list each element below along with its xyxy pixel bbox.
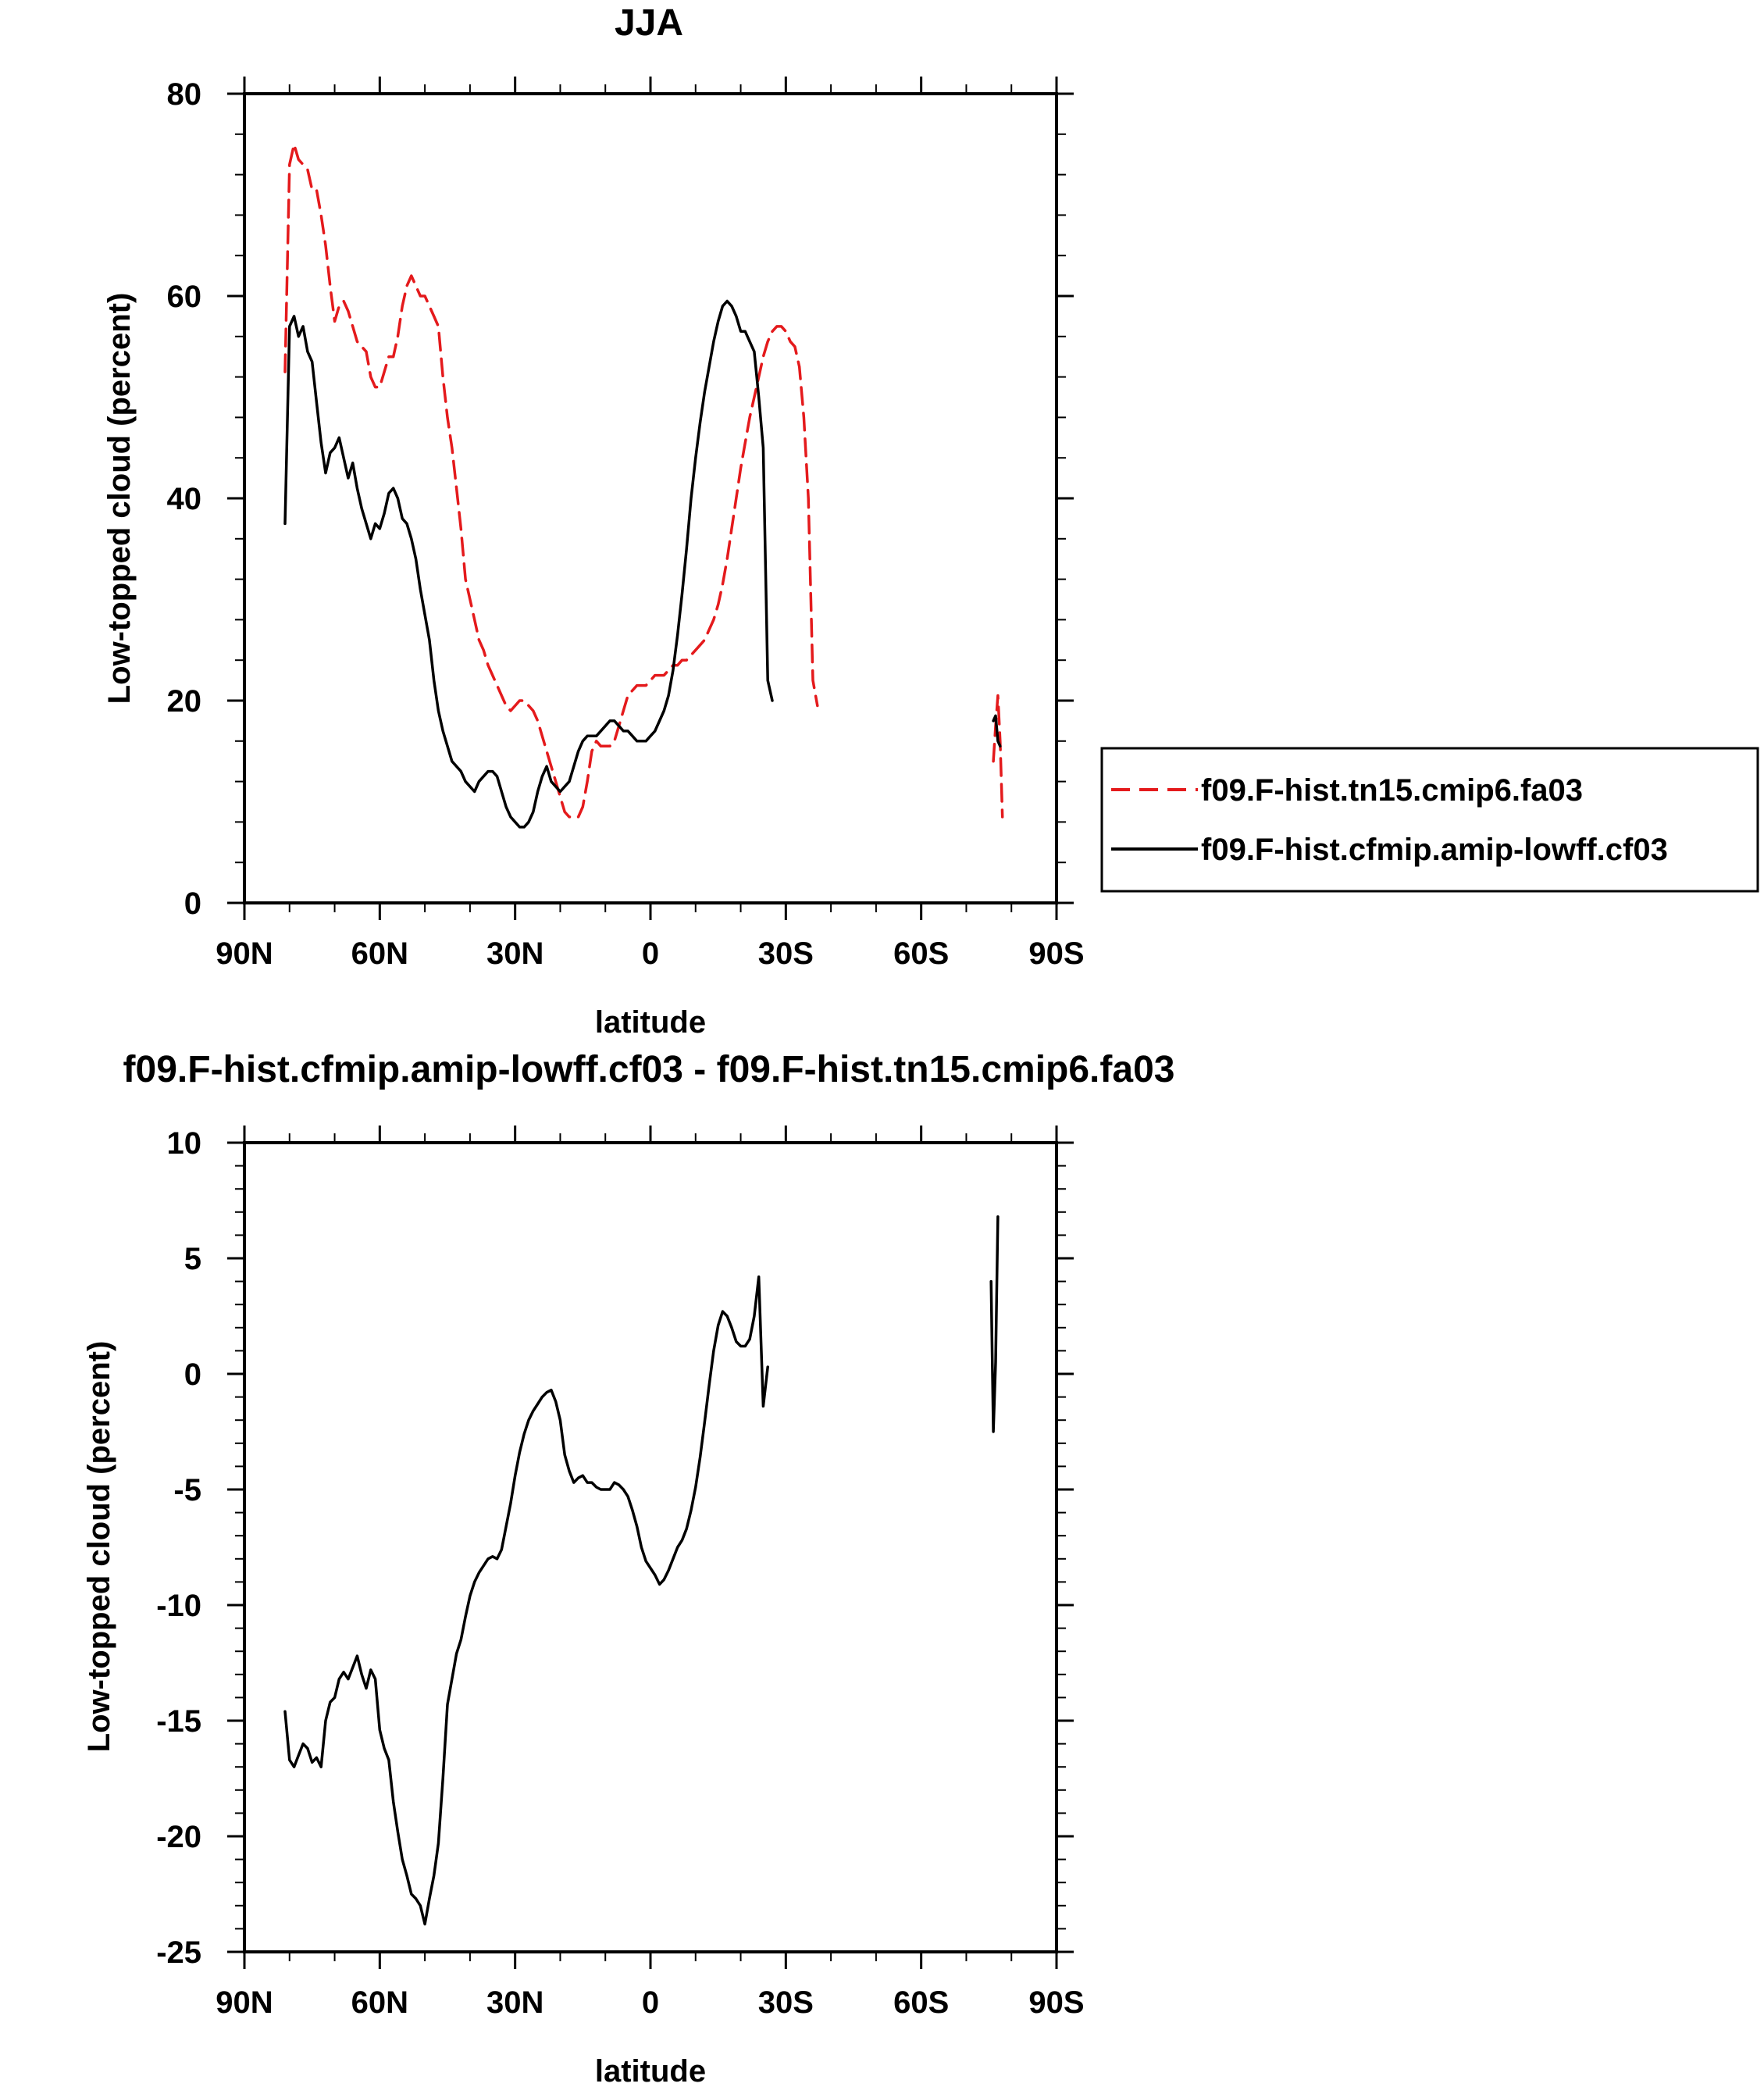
- legend: f09.F-hist.tn15.cmip6.fa03 f09.F-hist.cf…: [1100, 747, 1759, 893]
- bottom-y-tick-label: -20: [156, 1820, 201, 1854]
- bottom-x-tick-label: 60S: [893, 1985, 949, 2020]
- bottom-series-line-0: [283, 1275, 769, 1926]
- bottom-x-axis-label: latitude: [595, 2054, 706, 2087]
- top-y-tick-label: 80: [167, 77, 202, 112]
- bottom-y-tick-label: 10: [167, 1126, 202, 1161]
- bottom-series-lines: [283, 1215, 1000, 1926]
- top-series-lines: [283, 143, 1004, 829]
- top-plot-frame: [243, 92, 1058, 904]
- top-y-tick-label: 20: [167, 684, 202, 719]
- top-y-tick-label: 0: [184, 887, 201, 921]
- bottom-y-axis-label: Low-topped cloud (percent): [82, 1341, 116, 1753]
- bottom-x-tick-label: 0: [642, 1985, 659, 2020]
- bottom-x-tick-label: 30N: [486, 1985, 543, 2020]
- top-axis-ticks: [227, 77, 1074, 920]
- bottom-x-tick-label: 30S: [758, 1985, 814, 2020]
- top-y-tick-label: 40: [167, 482, 202, 516]
- bottom-y-tick-label: 5: [184, 1242, 201, 1276]
- legend-box: [1100, 747, 1759, 893]
- top-x-tick-label: 90S: [1028, 936, 1084, 971]
- top-tick-labels: 90N 60N 30N 0 30S 60S 90S 0 20 40 60 80: [167, 77, 1085, 971]
- bottom-y-tick-label: -10: [156, 1589, 201, 1623]
- bottom-y-tick-label: -25: [156, 1935, 201, 1970]
- bottom-panel: f09.F-hist.cfmip.amip-lowff.cf03 - f09.F…: [82, 1049, 1174, 2087]
- bottom-chart-title: f09.F-hist.cfmip.amip-lowff.cf03 - f09.F…: [123, 1049, 1175, 1090]
- top-x-tick-label: 30N: [486, 936, 543, 971]
- bottom-axis-ticks: [227, 1126, 1074, 1969]
- top-panel: JJA 90N 60N 30N 0 30S 60S 90S 0 20 40 60 80 latitud…: [102, 2, 1085, 1040]
- top-x-tick-label: 0: [642, 936, 659, 971]
- top-series-line-1: [992, 714, 1002, 748]
- bottom-series-line-0: [989, 1215, 1000, 1433]
- top-series-line-0: [283, 143, 819, 819]
- bottom-plot-frame: [243, 1141, 1058, 1953]
- bottom-y-tick-label: -15: [156, 1704, 201, 1739]
- top-x-tick-label: 30S: [758, 936, 814, 971]
- top-x-tick-label: 90N: [216, 936, 273, 971]
- top-series-line-0: [992, 694, 1004, 819]
- legend-label-tn15: f09.F-hist.tn15.cmip6.fa03: [1201, 773, 1583, 808]
- bottom-x-tick-label: 90N: [216, 1985, 273, 2020]
- top-y-axis-label: Low-topped cloud (percent): [102, 293, 137, 705]
- bottom-y-tick-label: 0: [184, 1357, 201, 1392]
- legend-label-cfmip: f09.F-hist.cfmip.amip-lowff.cf03: [1201, 833, 1668, 867]
- bottom-x-tick-label: 60N: [351, 1985, 408, 2020]
- top-series-line-1: [283, 299, 774, 829]
- top-chart-title: JJA: [615, 2, 683, 44]
- top-x-tick-label: 60N: [351, 936, 408, 971]
- top-y-tick-label: 60: [167, 280, 202, 314]
- bottom-tick-labels: 90N 60N 30N 0 30S 60S 90S -25 -20 -15 -10 -5 0 5 10: [156, 1126, 1084, 2020]
- bottom-y-tick-label: -5: [173, 1473, 201, 1507]
- top-x-axis-label: latitude: [595, 1005, 706, 1040]
- top-x-tick-label: 60S: [893, 936, 949, 971]
- bottom-x-tick-label: 90S: [1028, 1985, 1084, 2020]
